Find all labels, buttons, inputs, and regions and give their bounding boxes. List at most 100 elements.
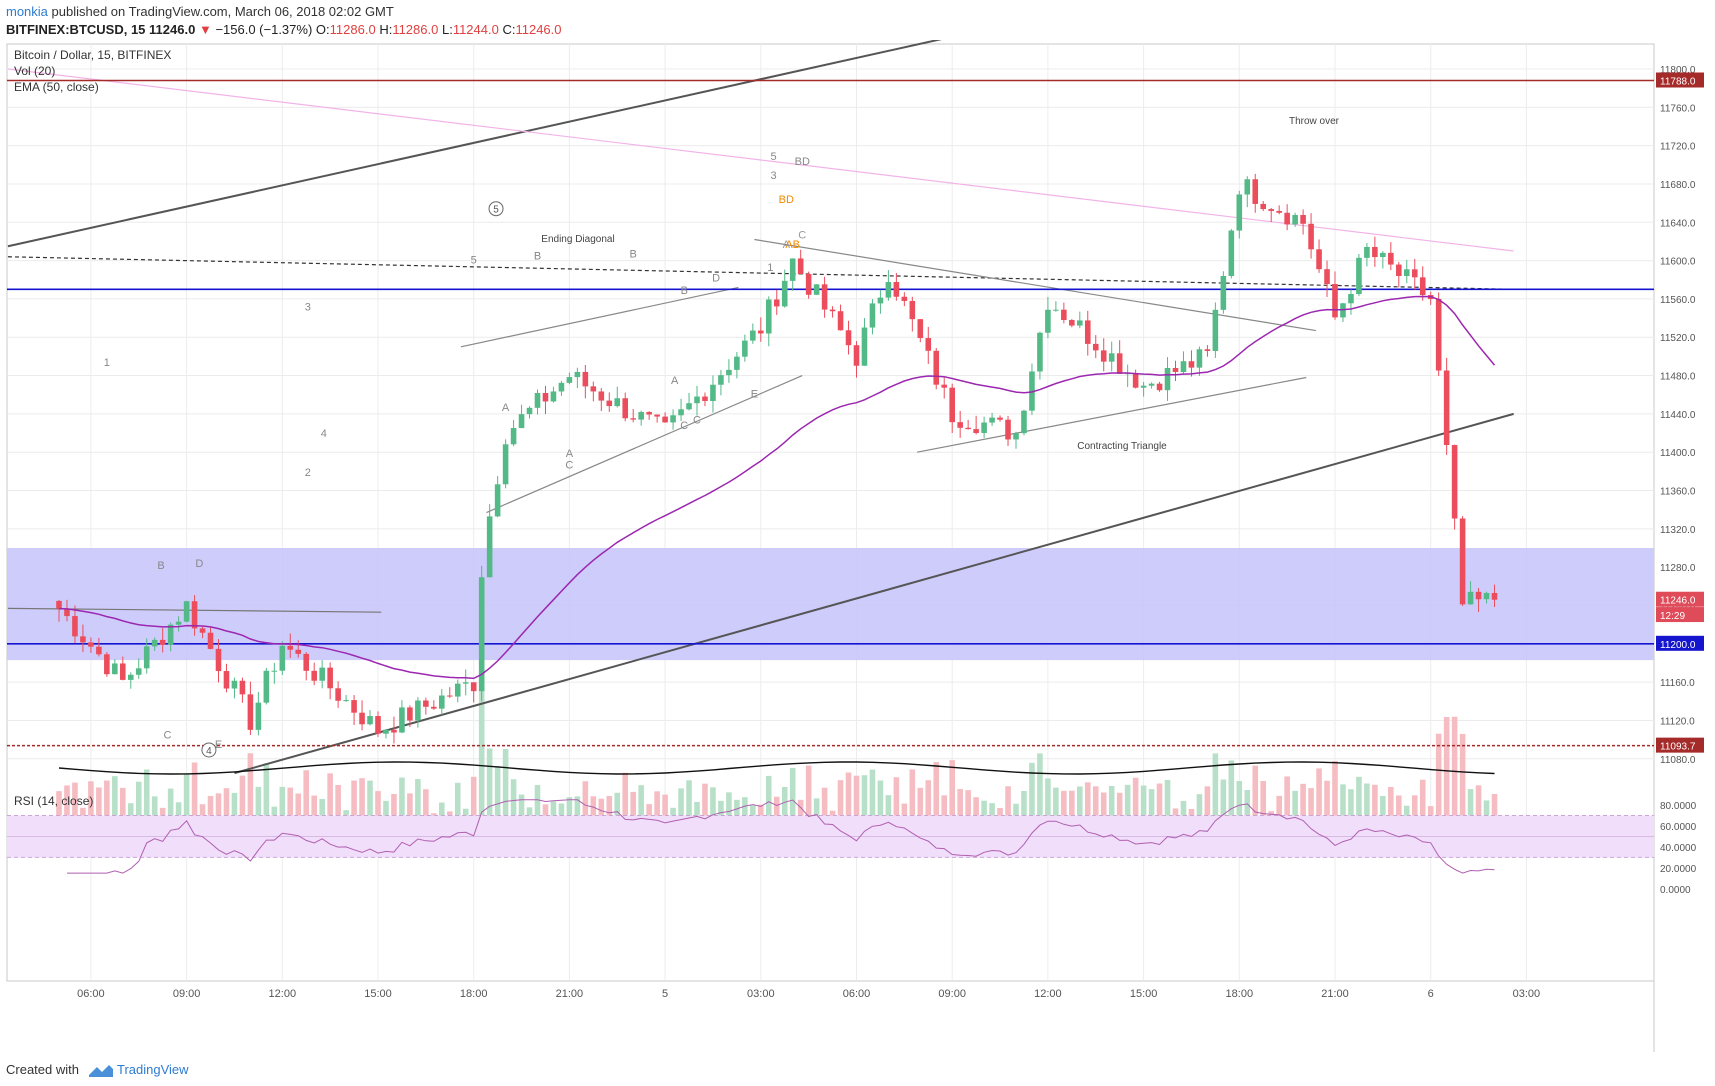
down-arrow-icon: ▼ xyxy=(198,22,212,37)
candle-body xyxy=(1364,246,1370,258)
candle-body xyxy=(1092,343,1099,351)
candle-body xyxy=(949,387,955,423)
rsi-line xyxy=(67,799,1495,874)
candle-body xyxy=(120,663,126,680)
time-axis[interactable]: 06:00 09:00 12:00 15:00 18:00 21:00 5 03:00 06:0… xyxy=(77,988,1540,1000)
price-tick-label: 11160.0 xyxy=(1660,678,1695,689)
volume-bar xyxy=(662,794,668,823)
volume-bar xyxy=(1260,780,1267,823)
volume-bar xyxy=(710,787,716,823)
candle-body xyxy=(1451,445,1458,519)
price-tick-label: 11720.0 xyxy=(1660,142,1696,153)
candle-body xyxy=(1204,349,1211,351)
candle-body xyxy=(805,274,812,295)
volume-bar xyxy=(901,803,908,823)
candle-body xyxy=(837,311,844,331)
price-tick-label: 11600.0 xyxy=(1660,257,1696,268)
candle-body xyxy=(758,330,764,334)
wave-label: A xyxy=(783,239,791,251)
price-tick-label: 11400.0 xyxy=(1660,448,1696,459)
candle-body xyxy=(1212,309,1219,351)
candle-body xyxy=(1021,410,1027,434)
volume-bar xyxy=(1252,765,1259,823)
volume-bar xyxy=(359,778,365,823)
candle-body xyxy=(287,645,294,650)
author-link[interactable]: monkia xyxy=(6,4,48,19)
wave-label: A xyxy=(502,402,510,414)
annotation-contracting-triangle: Contracting Triangle xyxy=(1077,441,1167,452)
volume-bar xyxy=(391,793,397,823)
candle-body xyxy=(64,608,70,617)
candle-body xyxy=(1053,309,1059,311)
candle-body xyxy=(80,636,86,643)
volume-bar xyxy=(407,793,413,823)
time-tick-label: 18:00 xyxy=(460,988,488,1000)
candle-body xyxy=(1380,252,1386,258)
price-tick-label: 11480.0 xyxy=(1660,372,1696,383)
volume-bar xyxy=(494,765,501,823)
volume-bar xyxy=(295,793,302,823)
volume-bar xyxy=(143,769,150,823)
wave-circle xyxy=(201,742,217,758)
candle-body xyxy=(718,375,724,385)
candle-body xyxy=(1316,249,1322,270)
candle-body xyxy=(271,670,278,672)
volume-bar xyxy=(1037,753,1043,823)
candle-body xyxy=(72,616,78,637)
time-tick-label: 06:00 xyxy=(843,988,871,1000)
candle-body xyxy=(829,309,836,312)
volume-bar xyxy=(933,762,940,823)
candle-body xyxy=(797,258,804,275)
candle-body xyxy=(1419,277,1426,296)
candle-body xyxy=(1220,275,1227,310)
candle-body xyxy=(1284,212,1290,225)
candle-body xyxy=(415,700,421,721)
candle-body xyxy=(1292,214,1298,225)
volume-bar xyxy=(470,776,477,823)
candle-body xyxy=(303,653,310,671)
volume-bar xyxy=(869,769,876,823)
volume-bar xyxy=(893,777,900,823)
volume-bar xyxy=(1340,784,1346,823)
tradingview-brand-link[interactable]: TradingView xyxy=(117,1062,189,1077)
volume-bar xyxy=(375,791,381,823)
volume-bar xyxy=(973,797,979,823)
volume-bar xyxy=(415,779,421,823)
price-axis[interactable]: 11800.0 11760.0 11720.0 11680.0 11640.0 11600… xyxy=(1656,65,1704,766)
price-badge xyxy=(1656,607,1704,623)
volume-bar xyxy=(1467,789,1474,823)
volume-bar xyxy=(694,801,700,823)
volume-bar xyxy=(1284,776,1290,823)
volume-bar xyxy=(423,789,429,823)
volume-bar xyxy=(127,803,134,823)
volume-bar xyxy=(1300,783,1306,823)
volume-bar xyxy=(885,795,892,823)
volume-bar xyxy=(1316,768,1322,823)
volume-bar xyxy=(1021,790,1027,823)
candle-body xyxy=(981,422,987,433)
candle-body xyxy=(1348,294,1354,304)
volume-bar xyxy=(845,772,852,823)
volume-bar xyxy=(678,788,684,823)
wave-label: 5 xyxy=(471,254,477,266)
support-zone-rect xyxy=(7,548,1654,661)
candle-body xyxy=(518,414,525,429)
candle-body xyxy=(215,648,222,672)
low-label: L: xyxy=(441,22,453,37)
candle-body xyxy=(1459,518,1466,605)
volume-bar xyxy=(351,780,357,823)
candle-body xyxy=(845,330,852,346)
symbol-line: BITFINEX:BTCUSD, 15 11246.0 ▼ −156.0 (−1… xyxy=(6,22,562,37)
candle-body xyxy=(909,300,916,320)
price-tick-label: 11760.0 xyxy=(1660,103,1696,114)
candlesticks xyxy=(56,173,1498,744)
candle-body xyxy=(869,303,876,328)
candle-body xyxy=(606,400,613,407)
price-tick-label: 11120.0 xyxy=(1660,716,1695,727)
candle-body xyxy=(231,680,238,689)
candle-body xyxy=(502,444,509,485)
price-tick-label: 11240.0 xyxy=(1660,601,1696,612)
candle-body xyxy=(1324,269,1330,285)
